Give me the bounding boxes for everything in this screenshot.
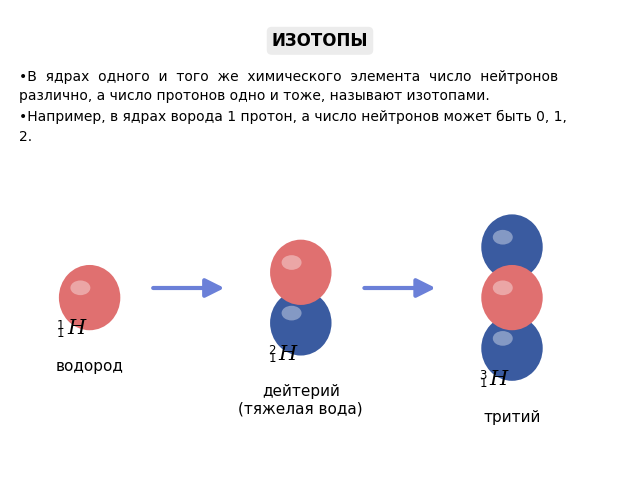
Ellipse shape <box>282 306 301 321</box>
Text: 1: 1 <box>479 377 487 390</box>
Ellipse shape <box>481 215 543 280</box>
Text: дейтерий
(тяжелая вода): дейтерий (тяжелая вода) <box>239 384 363 417</box>
Text: H: H <box>278 345 297 364</box>
Text: H: H <box>490 370 508 389</box>
Ellipse shape <box>270 240 332 305</box>
Text: ИЗОТОПЫ: ИЗОТОПЫ <box>272 32 368 50</box>
Ellipse shape <box>481 315 543 381</box>
Ellipse shape <box>481 265 543 330</box>
Text: 1: 1 <box>57 319 65 332</box>
Text: •Например, в ядрах ворода 1 протон, а число нейтронов может быть 0, 1,
2.: •Например, в ядрах ворода 1 протон, а чи… <box>19 110 567 144</box>
Ellipse shape <box>270 290 332 356</box>
Text: H: H <box>67 319 86 338</box>
Text: тритий: тритий <box>483 409 541 425</box>
Text: 1: 1 <box>57 327 65 340</box>
Text: 3: 3 <box>479 369 487 382</box>
Ellipse shape <box>493 280 513 295</box>
Text: 2: 2 <box>268 344 276 357</box>
Ellipse shape <box>493 331 513 346</box>
Ellipse shape <box>282 255 301 270</box>
Text: •В  ядрах  одного  и  того  же  химического  элемента  число  нейтронов
различно: •В ядрах одного и того же химического эл… <box>19 70 558 103</box>
Ellipse shape <box>59 265 120 330</box>
Ellipse shape <box>493 230 513 244</box>
Text: 1: 1 <box>268 352 276 365</box>
Text: водород: водород <box>56 359 124 374</box>
Ellipse shape <box>70 280 90 295</box>
